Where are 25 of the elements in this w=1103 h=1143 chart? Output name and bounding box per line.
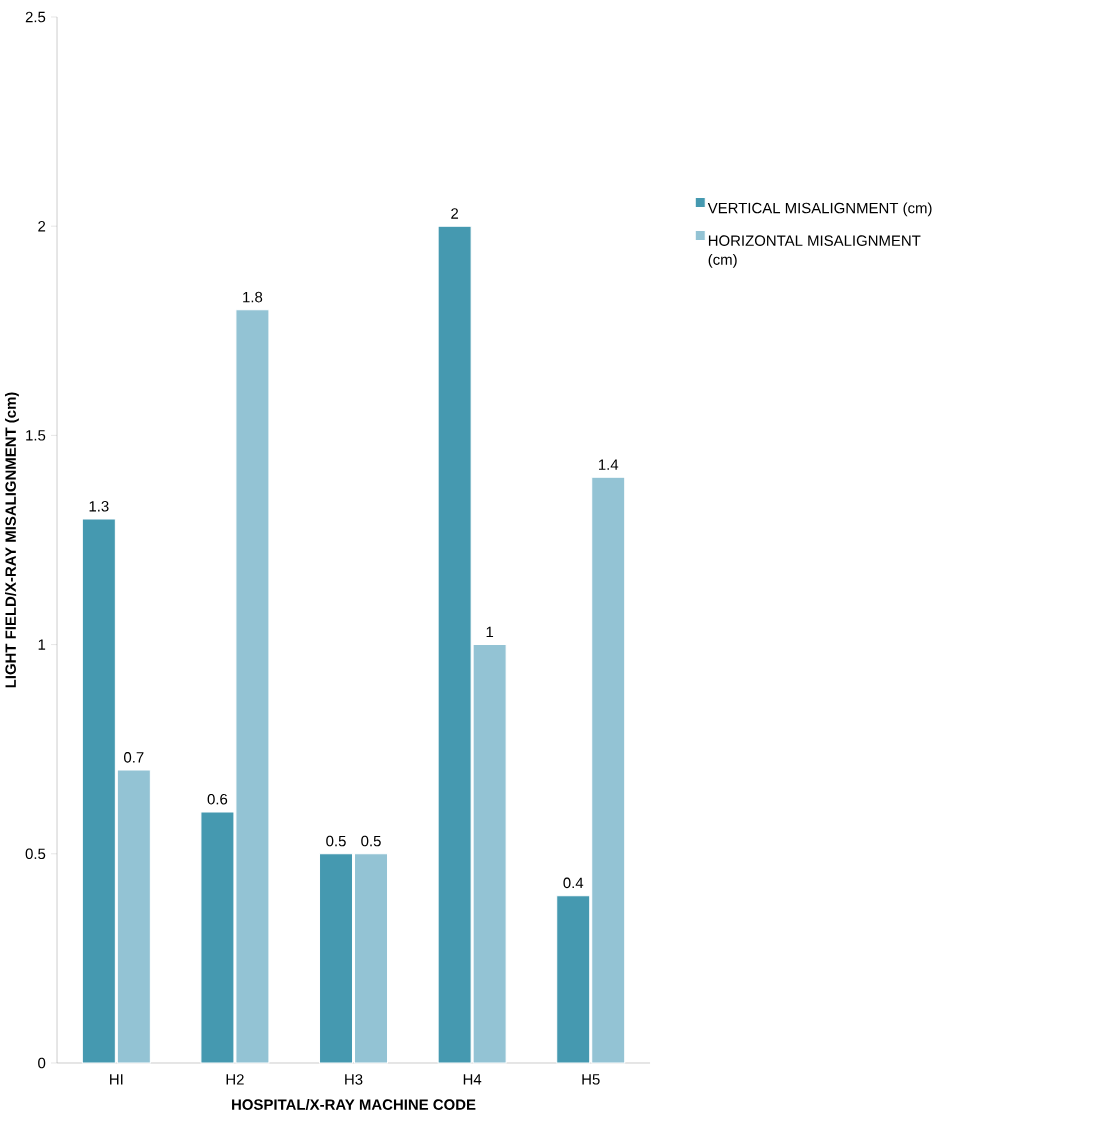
data-label: 1.4 <box>598 459 619 470</box>
x-tick-label: H3 <box>345 1074 363 1085</box>
x-tick-label: HI <box>109 1074 123 1085</box>
data-label: 0.6 <box>207 793 227 805</box>
x-tick-label: H4 <box>463 1074 482 1085</box>
x-tick-label: H5 <box>582 1074 600 1085</box>
data-label: 0.7 <box>123 752 144 763</box>
data-label: 0.4 <box>563 877 584 889</box>
legend-label: HORIZONTAL MISALIGNMENT (cm) <box>708 235 921 268</box>
data-label: 1 <box>486 626 493 638</box>
data-label: 1.8 <box>243 291 262 303</box>
y-axis-title: LIGHT FIELD/X-RAY MISALIGNMENT (cm) <box>4 392 19 688</box>
y-tick-label: 0.5 <box>25 848 46 860</box>
y-tick-label: 2 <box>38 220 45 232</box>
x-tick-label: H2 <box>226 1074 244 1085</box>
y-tick-label: 2.5 <box>25 11 46 23</box>
y-tick-label: 1 <box>38 639 45 650</box>
data-label: 1.3 <box>89 501 109 512</box>
legend-label: VERTICAL MISALIGNMENT (cm) <box>707 202 932 217</box>
data-label: 2 <box>451 208 458 219</box>
x-axis-title: HOSPITAL/X-RAY MACHINE CODE <box>231 1098 476 1111</box>
y-tick-label: 0 <box>37 1057 46 1069</box>
data-label: 0.5 <box>326 835 346 847</box>
data-label: 0.5 <box>361 835 381 847</box>
y-tick-label: 1.5 <box>26 430 46 441</box>
